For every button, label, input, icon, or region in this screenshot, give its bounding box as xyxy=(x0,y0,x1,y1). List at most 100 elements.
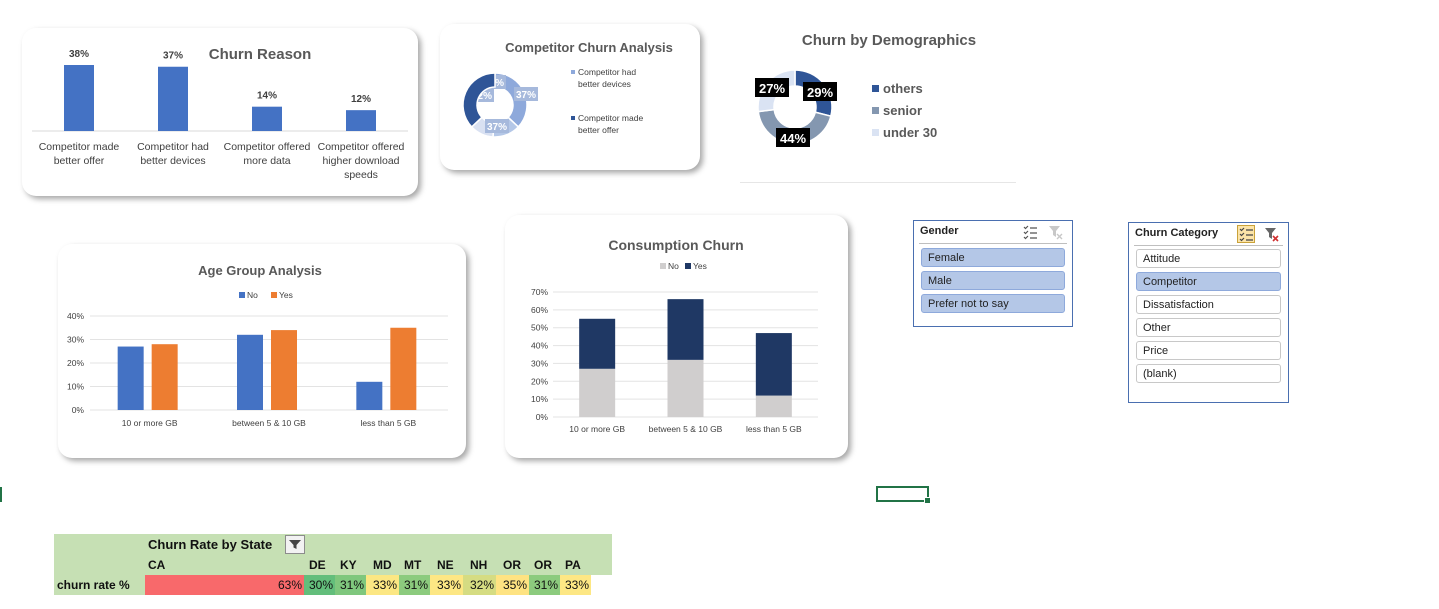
state-value[interactable]: 30% xyxy=(304,575,335,595)
slicer-item[interactable]: Competitor xyxy=(1136,272,1281,291)
category-label: between 5 & 10 GB xyxy=(232,418,306,428)
pivot-row-label-cell xyxy=(54,575,145,595)
category-label: Competitor had xyxy=(137,141,209,153)
y-tick-label: 0% xyxy=(72,405,85,415)
data-label: 44% xyxy=(780,131,806,146)
bar xyxy=(346,110,376,131)
slicer-item[interactable]: Other xyxy=(1136,318,1281,337)
data-label: 14% xyxy=(257,91,277,102)
state-code: CA xyxy=(148,558,166,572)
category-label: Competitor made xyxy=(39,141,120,153)
data-label: 38% xyxy=(69,49,89,60)
chart-title: Churn by Demographics xyxy=(802,32,976,49)
state-value[interactable]: 31% xyxy=(399,575,430,595)
legend-label: Competitor had xyxy=(578,67,636,77)
legend-label: No xyxy=(668,261,679,271)
bar xyxy=(158,66,188,131)
multi-select-icon[interactable] xyxy=(1022,224,1038,240)
legend-marker xyxy=(872,129,879,136)
category-label: better devices xyxy=(140,155,205,167)
state-code: MD xyxy=(373,558,392,572)
data-label-box xyxy=(803,82,837,101)
competitor-churn-svg: Competitor Churn Analysis37%14%12%37%Com… xyxy=(462,40,673,138)
age-group-chart[interactable]: Age Group Analysis No Yes 0% 10% 20% 30% 40% 10 … xyxy=(58,244,466,458)
category-label: speeds xyxy=(344,169,378,181)
state-code: OR xyxy=(534,558,552,572)
data-label: 37% xyxy=(487,122,507,133)
state-value[interactable]: 31% xyxy=(335,575,366,595)
slicer-item[interactable]: Price xyxy=(1136,341,1281,360)
bar-segment xyxy=(667,359,704,417)
state-code: DE xyxy=(309,558,326,572)
y-tick-label: 30% xyxy=(531,358,548,368)
fill-handle[interactable] xyxy=(924,497,931,504)
category-label: higher download xyxy=(322,155,399,167)
y-tick-label: 40% xyxy=(531,341,548,351)
state-value[interactable]: 63% xyxy=(145,575,304,595)
category-label: more data xyxy=(243,155,290,167)
slicer-item[interactable]: (blank) xyxy=(1136,364,1281,383)
y-tick-label: 30% xyxy=(67,335,84,345)
pivot-header xyxy=(54,534,612,575)
legend-label: others xyxy=(883,81,923,96)
legend-marker xyxy=(660,263,666,269)
clear-filter-icon[interactable] xyxy=(1263,226,1279,242)
bar-segment xyxy=(579,368,616,417)
legend-marker xyxy=(239,292,245,298)
bar xyxy=(252,106,282,131)
y-tick-label: 40% xyxy=(67,311,84,321)
state-pivot-table[interactable]: Churn Rate by State churn rate % CA 63% DE… xyxy=(54,534,612,595)
data-label: 37% xyxy=(516,90,536,101)
churn-category-slicer[interactable]: Churn Category Attitude Competitor Dissati… xyxy=(1128,222,1289,403)
churn-reason-chart[interactable]: Churn Reason 38% Competitor made better off… xyxy=(22,28,418,196)
legend-label: Competitor made xyxy=(578,113,643,123)
legend-label: Yes xyxy=(279,290,293,300)
category-label: less than 5 GB xyxy=(360,418,416,428)
y-tick-label: 20% xyxy=(531,376,548,386)
selected-cell[interactable] xyxy=(876,486,931,504)
state-value[interactable]: 32% xyxy=(463,575,496,595)
chart-title: Age Group Analysis xyxy=(198,263,322,278)
multi-select-icon[interactable] xyxy=(1237,225,1255,243)
data-label: 12% xyxy=(472,91,492,102)
chart-title: Competitor Churn Analysis xyxy=(505,40,673,55)
state-code: NE xyxy=(437,558,454,572)
bar xyxy=(271,330,297,410)
filter-dropdown-icon[interactable] xyxy=(285,535,305,554)
bar-segment xyxy=(755,395,792,417)
slicer-item[interactable]: Female xyxy=(921,248,1065,267)
slicer-title: Gender xyxy=(920,225,959,237)
pivot-title: Churn Rate by State xyxy=(148,537,273,552)
data-label-box xyxy=(485,119,509,133)
state-code: OR xyxy=(503,558,521,572)
category-label: better offer xyxy=(54,155,105,167)
data-label: 29% xyxy=(807,85,833,100)
data-label-box xyxy=(514,87,538,101)
y-tick-label: 50% xyxy=(531,323,548,333)
y-tick-label: 10% xyxy=(531,394,548,404)
competitor-churn-chart[interactable]: Competitor Churn Analysis37%14%12%37%Com… xyxy=(440,24,700,170)
state-value[interactable]: 31% xyxy=(529,575,560,595)
bar xyxy=(356,381,383,410)
state-value[interactable]: 35% xyxy=(496,575,529,595)
state-value[interactable]: 33% xyxy=(560,575,591,595)
clear-filter-icon[interactable] xyxy=(1047,224,1063,240)
category-label: between 5 & 10 GB xyxy=(649,424,723,434)
state-value[interactable]: 33% xyxy=(366,575,399,595)
y-tick-label: 10% xyxy=(67,382,84,392)
consumption-churn-chart[interactable]: Consumption Churn No Yes 0% 10% 20% 30% 40% 50% 6… xyxy=(505,215,848,458)
gender-slicer[interactable]: Gender Female Male Prefer not to say xyxy=(913,220,1073,327)
legend-marker xyxy=(571,70,575,74)
slicer-item[interactable]: Dissatisfaction xyxy=(1136,295,1281,314)
data-label-box xyxy=(755,78,789,97)
state-value[interactable]: 33% xyxy=(430,575,463,595)
demographics-chart[interactable]: Churn by Demographics 29% 44% 27% others seni… xyxy=(740,22,1016,183)
slicer-item[interactable]: Male xyxy=(921,271,1065,290)
data-label: 12% xyxy=(351,94,371,105)
state-code: MT xyxy=(404,558,422,572)
age-group-svg: Age Group Analysis No Yes 0% 10% 20% 30% 40% 10 … xyxy=(67,263,448,428)
slicer-item[interactable]: Prefer not to say xyxy=(921,294,1065,313)
legend-label: under 30 xyxy=(883,125,937,140)
slicer-item[interactable]: Attitude xyxy=(1136,249,1281,268)
donut-slice xyxy=(462,72,496,128)
